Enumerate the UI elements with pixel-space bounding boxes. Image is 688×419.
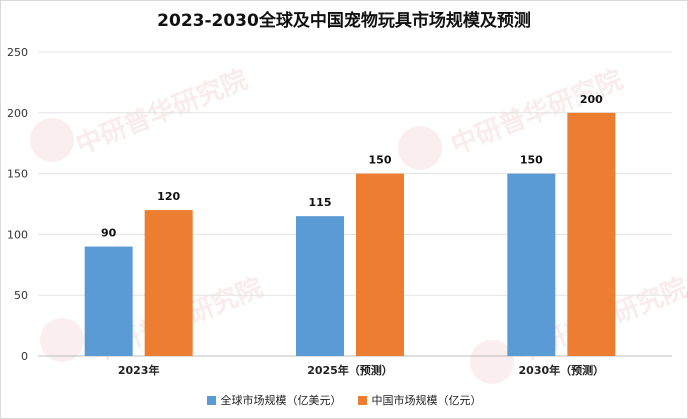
legend-label-global: 全球市场规模（亿美元） [220,394,342,407]
y-tick-label: 100 [7,228,28,241]
legend-swatch-china [357,395,367,405]
y-tick-label: 200 [7,107,28,120]
bar [296,216,344,356]
y-tick-label: 150 [7,168,28,181]
y-tick-label: 250 [7,46,28,59]
data-label: 150 [520,154,543,167]
legend-item-global: 全球市场规模（亿美元） [206,392,342,408]
x-tick-label: 2030年（预测） [519,363,605,377]
y-tick-label: 0 [21,350,28,363]
chart-title: 2023-2030全球及中国宠物玩具市场规模及预测 [157,11,531,31]
bar [84,246,133,356]
data-label: 150 [369,154,392,167]
y-tick-label: 50 [14,289,28,302]
data-label: 90 [101,227,117,240]
bar [507,173,556,356]
legend-item-china: 中国市场规模（亿元） [357,392,482,408]
data-label: 115 [309,196,332,209]
data-label: 120 [157,190,180,203]
bar [356,173,404,356]
legend-label-china: 中国市场规模（亿元） [371,394,482,407]
x-tick-label: 2025年（预测） [307,363,393,377]
data-label: 200 [580,93,603,106]
bar [144,210,193,356]
legend: 全球市场规模（亿美元） 中国市场规模（亿元） [0,392,688,408]
bar [567,112,616,356]
legend-swatch-global [206,395,216,405]
x-tick-label: 2023年 [118,363,160,377]
